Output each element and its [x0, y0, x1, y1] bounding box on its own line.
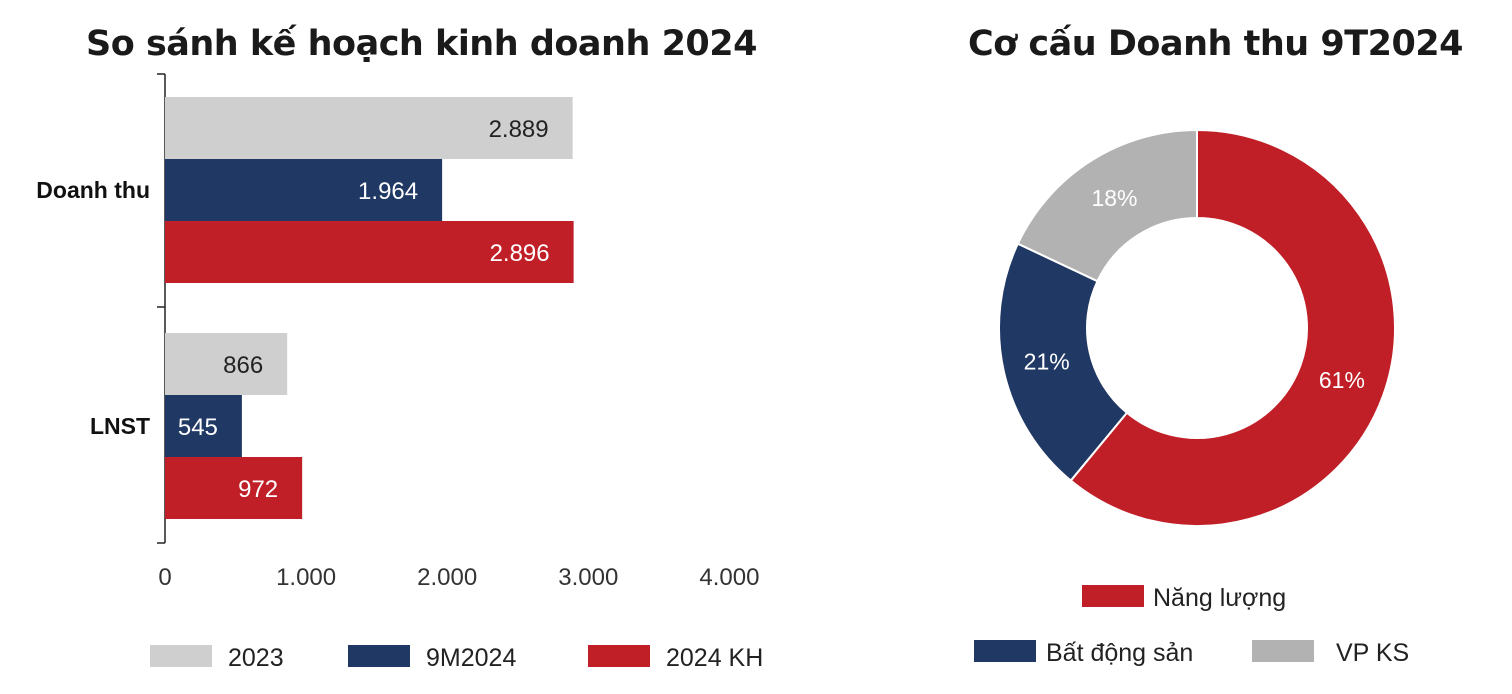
- donut-slice-vp-ks: [1016, 128, 1198, 283]
- legend-label: 2024 KH: [666, 644, 763, 672]
- legend-swatch: [974, 640, 1036, 662]
- donut-slice-label: 21%: [1024, 349, 1070, 375]
- legend-swatch: [150, 645, 212, 667]
- bar-2023: [165, 333, 288, 395]
- x-tick-label: 3.000: [558, 564, 618, 591]
- donut-slice-năng-lượng: [1069, 128, 1396, 527]
- bar-value-label: 545: [178, 414, 218, 441]
- category-label: LNST: [90, 413, 150, 439]
- legend-label: Năng lượng: [1153, 584, 1286, 612]
- legend-label: Bất động sản: [1046, 639, 1193, 667]
- legend-swatch: [588, 645, 650, 667]
- legend-label: 9M2024: [426, 644, 516, 672]
- bar-value-label: 1.964: [358, 178, 418, 205]
- legend-swatch: [348, 645, 410, 667]
- donut-slice-label: 61%: [1319, 367, 1365, 393]
- bar-9m2024: [165, 159, 443, 221]
- bar-value-label: 2.896: [490, 240, 550, 267]
- legend-label: VP KS: [1336, 639, 1409, 667]
- bar-value-label: 2.889: [489, 116, 549, 143]
- x-tick-label: 0: [158, 564, 171, 591]
- category-label: Doanh thu: [36, 177, 150, 203]
- x-tick-label: 4.000: [699, 564, 759, 591]
- legend-swatch: [1252, 640, 1314, 662]
- bar-value-label: 972: [238, 476, 278, 503]
- donut-chart-title: Cơ cấu Doanh thu 9T2024: [968, 24, 1464, 64]
- donut-slice-label: 18%: [1091, 185, 1137, 211]
- bar-value-label: 866: [223, 352, 263, 379]
- bar-2024-kh: [165, 457, 303, 519]
- donut-slice-bất-động-sản: [998, 242, 1129, 482]
- bar-2023: [165, 97, 573, 159]
- bar-2024-kh: [165, 221, 574, 283]
- legend-label: 2023: [228, 644, 284, 672]
- x-tick-label: 1.000: [276, 564, 336, 591]
- bar-chart-title: So sánh kế hoạch kinh doanh 2024: [86, 24, 757, 64]
- x-tick-label: 2.000: [417, 564, 477, 591]
- bar-9m2024: [165, 395, 242, 457]
- legend-swatch: [1082, 585, 1144, 607]
